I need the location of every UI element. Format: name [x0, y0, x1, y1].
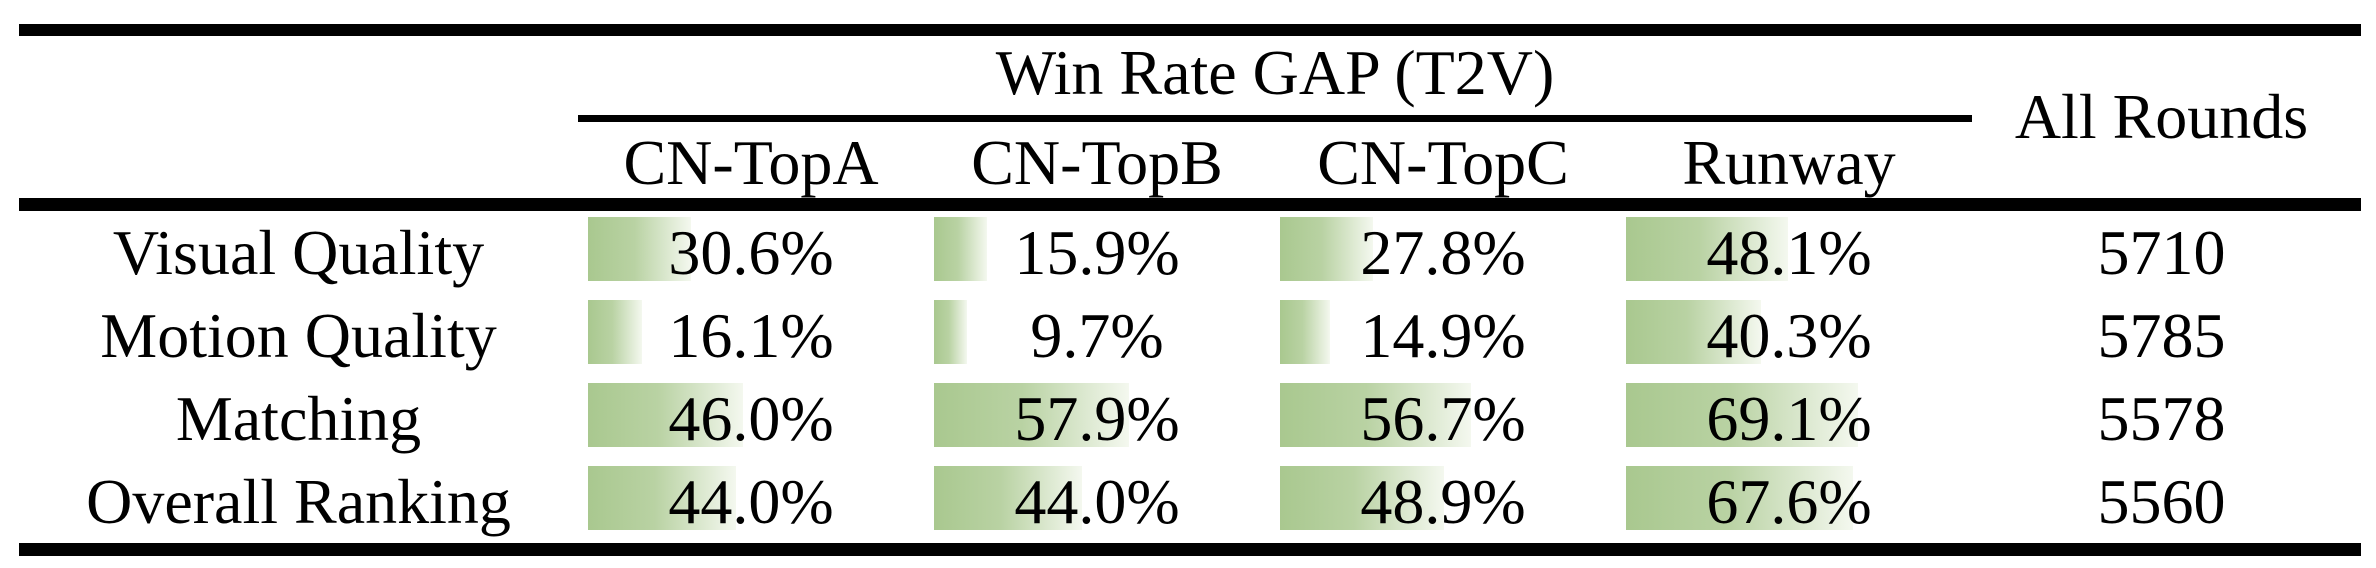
- win-rate-bar: [588, 466, 736, 530]
- win-rate-value: 67.6%: [1706, 466, 1872, 537]
- win-rate-cell: 56.7%: [1270, 377, 1616, 460]
- win-rate-value: 14.9%: [1360, 300, 1526, 371]
- win-rate-cell: 30.6%: [578, 211, 924, 294]
- win-rate-value: 48.9%: [1360, 466, 1526, 537]
- win-rate-cell: 14.9%: [1270, 294, 1616, 377]
- win-rate-value: 44.0%: [668, 466, 834, 537]
- win-rate-cell: 9.7%: [924, 294, 1270, 377]
- win-rate-bar: [934, 466, 1082, 530]
- all-rounds-column-header: All Rounds: [2014, 81, 2309, 152]
- win-rate-cell: 40.3%: [1616, 294, 1962, 377]
- column-header-cn-topc: CN-TopC: [1317, 127, 1569, 198]
- table-row: Matching 46.0% 57.9% 56.7% 69.1% 5578: [19, 377, 2361, 460]
- row-label: Motion Quality: [100, 300, 497, 371]
- win-rate-cell: 48.9%: [1270, 460, 1616, 543]
- win-rate-bar: [1626, 300, 1762, 364]
- column-header-cn-topb: CN-TopB: [971, 127, 1223, 198]
- win-rate-cell: 15.9%: [924, 211, 1270, 294]
- win-rate-cell: 67.6%: [1616, 460, 1962, 543]
- win-rate-value: 30.6%: [668, 217, 834, 288]
- win-rate-cell: 16.1%: [578, 294, 924, 377]
- bottom-rule: [19, 543, 2361, 556]
- win-rate-bar: [1280, 383, 1471, 447]
- win-rate-value: 15.9%: [1014, 217, 1180, 288]
- win-rate-bar: [1626, 217, 1788, 281]
- win-rate-cell: 27.8%: [1270, 211, 1616, 294]
- win-rate-bar: [588, 217, 691, 281]
- cmid-rule: [578, 115, 1972, 122]
- row-label: Overall Ranking: [86, 466, 511, 537]
- column-header-runway: Runway: [1682, 127, 1896, 198]
- win-rate-value: 9.7%: [1030, 300, 1164, 371]
- table-row: Overall Ranking 44.0% 44.0% 48.9% 67.6% …: [19, 460, 2361, 543]
- win-rate-bar: [1280, 217, 1374, 281]
- win-rate-value: 40.3%: [1706, 300, 1872, 371]
- mid-rule: [19, 198, 2361, 211]
- all-rounds-value: 5785: [2097, 300, 2226, 371]
- win-rate-value: 46.0%: [668, 383, 834, 454]
- column-header-cn-topa: CN-TopA: [623, 127, 879, 198]
- table-row: Motion Quality 16.1% 9.7% 14.9% 40.3% 57…: [19, 294, 2361, 377]
- win-rate-value: 69.1%: [1706, 383, 1872, 454]
- all-rounds-value: 5560: [2097, 466, 2226, 537]
- all-rounds-value: 5710: [2097, 217, 2226, 288]
- win-rate-cell: 48.1%: [1616, 211, 1962, 294]
- top-rule: [19, 24, 2361, 36]
- win-rate-bar: [1626, 466, 1854, 530]
- win-rate-bar: [588, 383, 743, 447]
- empty-header-cell: [19, 126, 578, 200]
- row-label: Matching: [175, 383, 422, 454]
- empty-header-cell: [1962, 126, 2361, 200]
- win-rate-bar: [1280, 300, 1331, 364]
- win-rate-value: 44.0%: [1014, 466, 1180, 537]
- win-rate-value: 16.1%: [668, 300, 834, 371]
- win-rate-cell: 69.1%: [1616, 377, 1962, 460]
- win-rate-cell: 46.0%: [578, 377, 924, 460]
- all-rounds-value: 5578: [2097, 383, 2226, 454]
- win-rate-value: 56.7%: [1360, 383, 1526, 454]
- win-rate-bar: [934, 217, 988, 281]
- win-rate-bar: [1626, 383, 1859, 447]
- row-label: Visual Quality: [112, 217, 485, 288]
- win-rate-bar: [934, 383, 1129, 447]
- win-rate-cell: 44.0%: [924, 460, 1270, 543]
- win-rate-cell: 44.0%: [578, 460, 924, 543]
- win-rate-bar: [934, 300, 967, 364]
- table-row: Visual Quality 30.6% 15.9% 27.8% 48.1% 5…: [19, 211, 2361, 294]
- win-rate-bar: [588, 300, 643, 364]
- table-title: Win Rate GAP (T2V): [995, 37, 1555, 108]
- win-rate-value: 57.9%: [1014, 383, 1180, 454]
- win-rate-value: 27.8%: [1360, 217, 1526, 288]
- win-rate-cell: 57.9%: [924, 377, 1270, 460]
- win-rate-bar: [1280, 466, 1445, 530]
- win-rate-value: 48.1%: [1706, 217, 1872, 288]
- column-header-row: CN-TopA CN-TopB CN-TopC Runway: [19, 126, 2361, 200]
